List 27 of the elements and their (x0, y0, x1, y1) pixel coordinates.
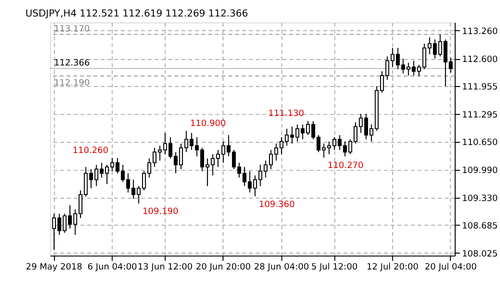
ref-line-label: 113.170 (54, 24, 90, 34)
annotation: 110.260 (72, 146, 108, 156)
x-tick-label: 13 Jun 12:00 (138, 262, 193, 273)
annotation: 110.900 (190, 119, 226, 129)
y-tick-label: 110.650 (462, 138, 498, 148)
chart-title: USDJPY,H4 112.521 112.619 112.269 112.366 (25, 8, 248, 20)
x-tick-label: 5 Jul 12:00 (311, 262, 358, 273)
y-tick-label: 109.330 (462, 194, 498, 204)
x-tick-label: 6 Jun 04:00 (88, 262, 137, 273)
x-tick-label: 20 Jun 20:00 (196, 262, 251, 273)
annotation: 110.270 (328, 161, 364, 172)
ref-line-label: 112.190 (54, 78, 90, 89)
y-tick-label: 113.260 (462, 26, 498, 37)
y-tick-label: 108.685 (462, 221, 498, 232)
y-tick-label: 111.955 (462, 82, 498, 92)
ref-line-label: 112.366 (54, 58, 90, 69)
annotation: 109.190 (142, 207, 178, 218)
annotation: 109.360 (258, 200, 295, 210)
x-tick-label: 28 Jun 04:00 (254, 262, 309, 273)
x-tick-label: 20 Jul 04:00 (424, 262, 477, 273)
y-tick-label: 112.600 (462, 54, 498, 65)
x-tick-label: 29 May 2018 (26, 262, 82, 273)
annotation: 111.130 (268, 109, 304, 120)
y-tick-label: 111.295 (462, 110, 498, 120)
y-tick-label: 108.025 (462, 249, 498, 260)
x-tick-label: 12 Jul 20:00 (366, 262, 419, 273)
y-tick-label: 109.990 (462, 166, 498, 176)
